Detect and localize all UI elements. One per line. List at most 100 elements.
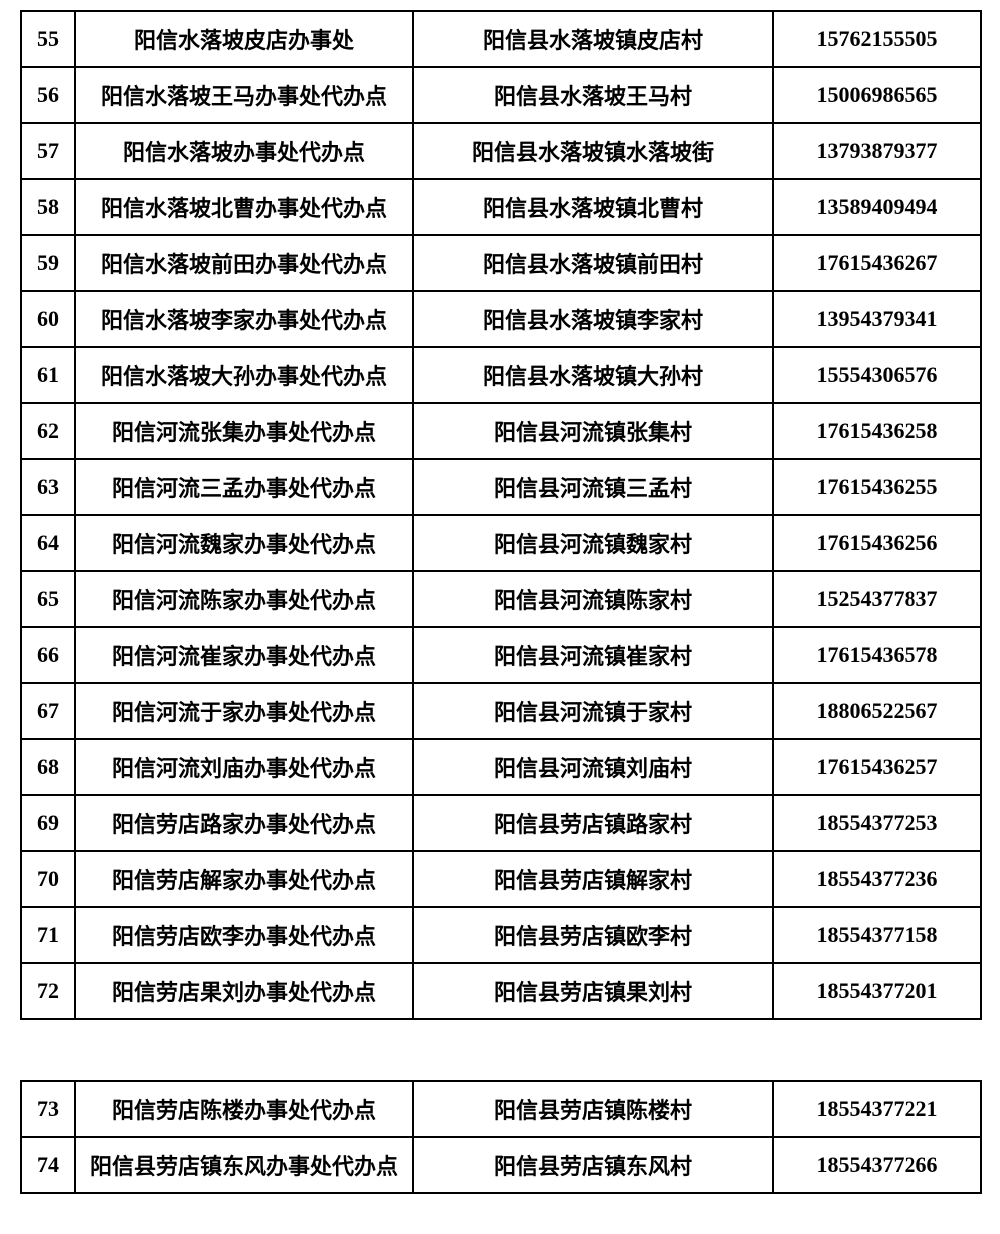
phone-cell: 17615436267: [773, 235, 981, 291]
address-cell: 阳信县水落坡镇大孙村: [413, 347, 773, 403]
address-cell: 阳信县河流镇崔家村: [413, 627, 773, 683]
index-cell: 55: [21, 11, 75, 67]
table-row: 71阳信劳店欧李办事处代办点阳信县劳店镇欧李村18554377158: [21, 907, 981, 963]
index-cell: 73: [21, 1081, 75, 1137]
address-cell: 阳信县劳店镇路家村: [413, 795, 773, 851]
table-row: 66阳信河流崔家办事处代办点阳信县河流镇崔家村17615436578: [21, 627, 981, 683]
name-cell: 阳信河流魏家办事处代办点: [75, 515, 413, 571]
name-cell: 阳信水落坡办事处代办点: [75, 123, 413, 179]
table-row: 60阳信水落坡李家办事处代办点阳信县水落坡镇李家村13954379341: [21, 291, 981, 347]
address-cell: 阳信县水落坡镇前田村: [413, 235, 773, 291]
phone-cell: 18554377201: [773, 963, 981, 1019]
phone-cell: 17615436256: [773, 515, 981, 571]
name-cell: 阳信劳店路家办事处代办点: [75, 795, 413, 851]
office-table-1: 55阳信水落坡皮店办事处阳信县水落坡镇皮店村1576215550556阳信水落坡…: [20, 10, 982, 1020]
index-cell: 60: [21, 291, 75, 347]
index-cell: 63: [21, 459, 75, 515]
table-row: 74阳信县劳店镇东风办事处代办点阳信县劳店镇东风村18554377266: [21, 1137, 981, 1193]
phone-cell: 18806522567: [773, 683, 981, 739]
name-cell: 阳信水落坡北曹办事处代办点: [75, 179, 413, 235]
index-cell: 67: [21, 683, 75, 739]
table-row: 72阳信劳店果刘办事处代办点阳信县劳店镇果刘村18554377201: [21, 963, 981, 1019]
name-cell: 阳信劳店欧李办事处代办点: [75, 907, 413, 963]
name-cell: 阳信县劳店镇东风办事处代办点: [75, 1137, 413, 1193]
phone-cell: 18554377266: [773, 1137, 981, 1193]
address-cell: 阳信县河流镇张集村: [413, 403, 773, 459]
name-cell: 阳信水落坡前田办事处代办点: [75, 235, 413, 291]
index-cell: 66: [21, 627, 75, 683]
phone-cell: 15006986565: [773, 67, 981, 123]
address-cell: 阳信县劳店镇解家村: [413, 851, 773, 907]
address-cell: 阳信县劳店镇欧李村: [413, 907, 773, 963]
phone-cell: 17615436255: [773, 459, 981, 515]
office-table-2: 73阳信劳店陈楼办事处代办点阳信县劳店镇陈楼村1855437722174阳信县劳…: [20, 1080, 982, 1194]
address-cell: 阳信县水落坡镇北曹村: [413, 179, 773, 235]
address-cell: 阳信县水落坡镇水落坡街: [413, 123, 773, 179]
index-cell: 68: [21, 739, 75, 795]
name-cell: 阳信河流刘庙办事处代办点: [75, 739, 413, 795]
table-row: 63阳信河流三孟办事处代办点阳信县河流镇三孟村17615436255: [21, 459, 981, 515]
index-cell: 65: [21, 571, 75, 627]
index-cell: 74: [21, 1137, 75, 1193]
index-cell: 62: [21, 403, 75, 459]
phone-cell: 18554377221: [773, 1081, 981, 1137]
name-cell: 阳信河流崔家办事处代办点: [75, 627, 413, 683]
name-cell: 阳信水落坡大孙办事处代办点: [75, 347, 413, 403]
table-row: 59阳信水落坡前田办事处代办点阳信县水落坡镇前田村17615436267: [21, 235, 981, 291]
phone-cell: 18554377236: [773, 851, 981, 907]
index-cell: 70: [21, 851, 75, 907]
index-cell: 71: [21, 907, 75, 963]
table-row: 64阳信河流魏家办事处代办点阳信县河流镇魏家村17615436256: [21, 515, 981, 571]
name-cell: 阳信水落坡李家办事处代办点: [75, 291, 413, 347]
table-row: 73阳信劳店陈楼办事处代办点阳信县劳店镇陈楼村18554377221: [21, 1081, 981, 1137]
index-cell: 72: [21, 963, 75, 1019]
address-cell: 阳信县水落坡镇李家村: [413, 291, 773, 347]
table-row: 65阳信河流陈家办事处代办点阳信县河流镇陈家村15254377837: [21, 571, 981, 627]
index-cell: 64: [21, 515, 75, 571]
address-cell: 阳信县河流镇魏家村: [413, 515, 773, 571]
name-cell: 阳信劳店陈楼办事处代办点: [75, 1081, 413, 1137]
phone-cell: 18554377253: [773, 795, 981, 851]
address-cell: 阳信县河流镇刘庙村: [413, 739, 773, 795]
name-cell: 阳信河流张集办事处代办点: [75, 403, 413, 459]
page: 55阳信水落坡皮店办事处阳信县水落坡镇皮店村1576215550556阳信水落坡…: [0, 0, 1000, 1234]
address-cell: 阳信县劳店镇东风村: [413, 1137, 773, 1193]
table-row: 62阳信河流张集办事处代办点阳信县河流镇张集村17615436258: [21, 403, 981, 459]
phone-cell: 15762155505: [773, 11, 981, 67]
address-cell: 阳信县劳店镇果刘村: [413, 963, 773, 1019]
phone-cell: 13793879377: [773, 123, 981, 179]
phone-cell: 13954379341: [773, 291, 981, 347]
index-cell: 61: [21, 347, 75, 403]
index-cell: 59: [21, 235, 75, 291]
phone-cell: 17615436257: [773, 739, 981, 795]
name-cell: 阳信水落坡王马办事处代办点: [75, 67, 413, 123]
phone-cell: 18554377158: [773, 907, 981, 963]
phone-cell: 17615436578: [773, 627, 981, 683]
name-cell: 阳信河流陈家办事处代办点: [75, 571, 413, 627]
address-cell: 阳信县河流镇三孟村: [413, 459, 773, 515]
table-row: 61阳信水落坡大孙办事处代办点阳信县水落坡镇大孙村15554306576: [21, 347, 981, 403]
index-cell: 58: [21, 179, 75, 235]
name-cell: 阳信水落坡皮店办事处: [75, 11, 413, 67]
table-row: 67阳信河流于家办事处代办点阳信县河流镇于家村18806522567: [21, 683, 981, 739]
table-row: 56阳信水落坡王马办事处代办点阳信县水落坡王马村15006986565: [21, 67, 981, 123]
index-cell: 57: [21, 123, 75, 179]
index-cell: 56: [21, 67, 75, 123]
table-row: 58阳信水落坡北曹办事处代办点阳信县水落坡镇北曹村13589409494: [21, 179, 981, 235]
phone-cell: 13589409494: [773, 179, 981, 235]
phone-cell: 15554306576: [773, 347, 981, 403]
name-cell: 阳信河流于家办事处代办点: [75, 683, 413, 739]
address-cell: 阳信县河流镇于家村: [413, 683, 773, 739]
address-cell: 阳信县劳店镇陈楼村: [413, 1081, 773, 1137]
table-row: 55阳信水落坡皮店办事处阳信县水落坡镇皮店村15762155505: [21, 11, 981, 67]
name-cell: 阳信河流三孟办事处代办点: [75, 459, 413, 515]
address-cell: 阳信县水落坡镇皮店村: [413, 11, 773, 67]
table-row: 68阳信河流刘庙办事处代办点阳信县河流镇刘庙村17615436257: [21, 739, 981, 795]
name-cell: 阳信劳店果刘办事处代办点: [75, 963, 413, 1019]
address-cell: 阳信县河流镇陈家村: [413, 571, 773, 627]
name-cell: 阳信劳店解家办事处代办点: [75, 851, 413, 907]
index-cell: 69: [21, 795, 75, 851]
table-row: 57阳信水落坡办事处代办点阳信县水落坡镇水落坡街13793879377: [21, 123, 981, 179]
address-cell: 阳信县水落坡王马村: [413, 67, 773, 123]
page-break-gap: [20, 1020, 980, 1080]
